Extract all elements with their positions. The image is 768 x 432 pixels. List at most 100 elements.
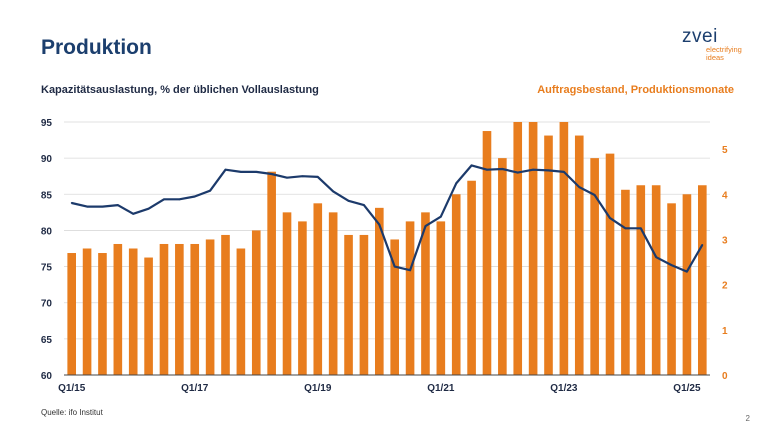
x-tick-label: Q1/17 [181, 383, 209, 394]
bar [328, 212, 338, 375]
line-point [239, 170, 242, 173]
bar [236, 248, 246, 375]
bar [298, 221, 307, 375]
line-point [224, 168, 227, 171]
x-tick-label: Q1/23 [550, 383, 578, 394]
line-point [516, 171, 519, 174]
bar [251, 230, 261, 375]
line-point [578, 186, 581, 188]
line-point [70, 202, 73, 204]
bar [405, 221, 415, 375]
bar [667, 203, 676, 375]
page-number: 2 [745, 414, 750, 423]
line-point [132, 212, 135, 215]
line-point [593, 194, 596, 196]
bar [544, 135, 553, 375]
right-tick-label: 3 [722, 235, 728, 246]
bar [421, 212, 430, 375]
left-axis-label: Kapazitätsauslastung, % der üblichen Vol… [41, 84, 319, 96]
right-tick-label: 1 [722, 326, 728, 337]
bar [574, 135, 584, 375]
bar [390, 239, 399, 375]
line-point [163, 198, 165, 201]
bar [651, 185, 661, 375]
bar [344, 234, 353, 375]
bar [175, 243, 184, 375]
bar [621, 189, 630, 375]
left-tick-label: 60 [41, 371, 53, 382]
x-tick-label: Q1/19 [304, 383, 332, 394]
bar [451, 194, 461, 375]
line-point [101, 205, 104, 208]
bar [698, 185, 707, 375]
bar [67, 253, 76, 375]
line-point [209, 189, 212, 192]
line-point [270, 173, 273, 175]
line-point [147, 207, 150, 210]
line-point [316, 176, 319, 178]
line-point [255, 170, 258, 173]
page-title: Produktion [41, 36, 152, 59]
line-point [178, 198, 181, 201]
zvei-logo: zvei electrifying ideas [676, 26, 748, 66]
line-point [501, 168, 504, 170]
left-tick-label: 95 [41, 118, 53, 129]
bar [467, 180, 476, 375]
logo-tagline-2: ideas [706, 53, 724, 62]
line-point [655, 256, 658, 259]
capacity-utilization-line [71, 164, 704, 273]
left-tick-label: 90 [41, 154, 53, 165]
line-point [701, 243, 704, 246]
bar [682, 194, 692, 375]
line-point [347, 199, 350, 202]
bar [82, 248, 92, 375]
bar [498, 158, 507, 375]
left-tick-label: 65 [41, 335, 53, 346]
left-tick-label: 85 [41, 190, 53, 201]
x-tick-label: Q1/15 [58, 383, 86, 394]
bar [98, 253, 107, 375]
line-point [470, 164, 473, 167]
bar [144, 257, 153, 375]
left-tick-label: 70 [41, 299, 53, 310]
bar [282, 212, 292, 375]
x-tick-label: Q1/25 [673, 383, 701, 394]
source-note: Quelle: ifo Institut [41, 408, 103, 417]
line-point [562, 170, 565, 173]
logo-word: zvei [682, 26, 718, 47]
line-point [624, 227, 627, 230]
line-point [547, 169, 550, 172]
bar [359, 234, 369, 375]
bar [482, 131, 492, 375]
bar [190, 243, 200, 375]
bar [221, 234, 230, 375]
bar [267, 171, 276, 375]
line-point [332, 190, 335, 193]
right-axis-label: Auftragsbestand, Produktionsmonate [537, 84, 734, 96]
line-point [609, 217, 611, 220]
left-tick-label: 75 [41, 263, 53, 274]
right-tick-label: 5 [722, 145, 728, 156]
line-point [686, 270, 688, 273]
bar [436, 221, 446, 375]
bar [113, 243, 123, 375]
line-point [393, 265, 396, 268]
bar [159, 243, 169, 375]
right-tick-label: 4 [722, 190, 728, 201]
line-point [86, 205, 88, 208]
line-point [193, 195, 196, 198]
line-point [486, 168, 488, 171]
bar [590, 158, 599, 375]
logo-tagline-1: electrifying [706, 45, 742, 54]
line-point [670, 264, 673, 267]
bar [528, 122, 538, 375]
bar [128, 248, 138, 375]
line-point [286, 176, 288, 179]
line-point [532, 168, 535, 171]
line-point [639, 227, 642, 230]
line-point [363, 204, 365, 207]
left-tick-label: 80 [41, 226, 53, 237]
bar [375, 207, 384, 375]
right-tick-label: 2 [722, 281, 728, 292]
